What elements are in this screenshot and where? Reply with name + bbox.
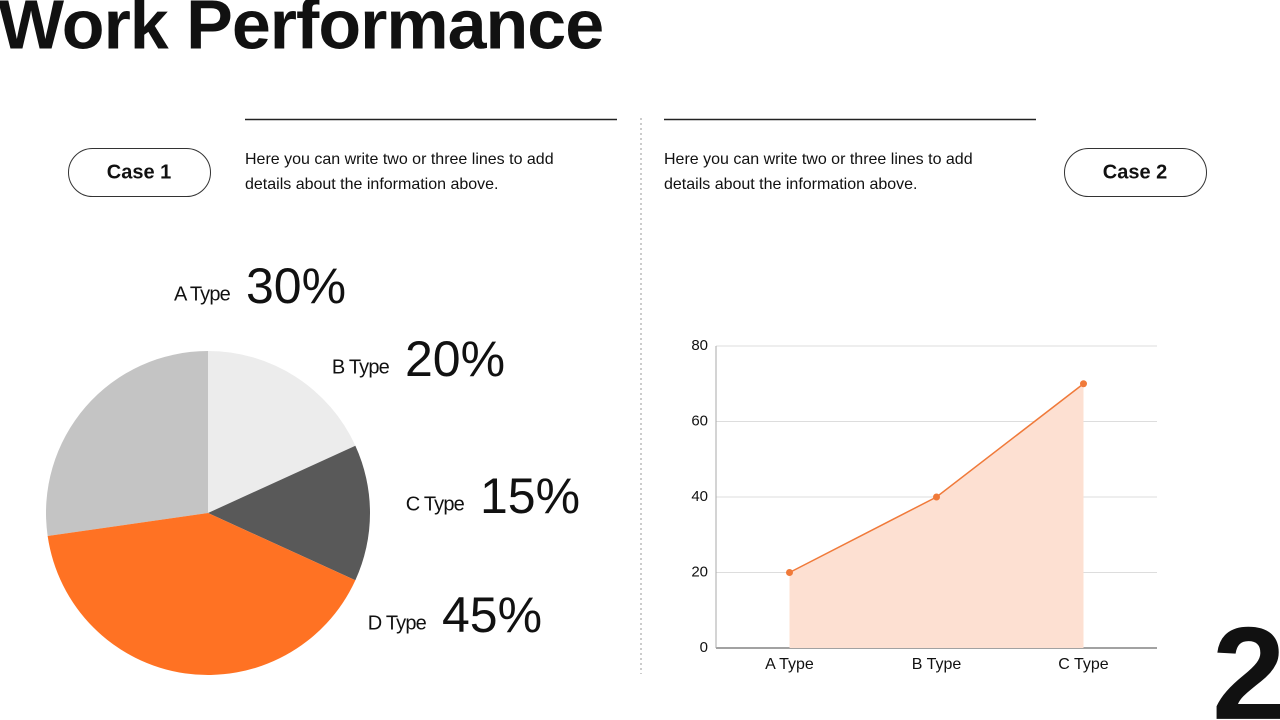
case-pill <box>68 148 211 197</box>
line-area <box>789 383 1084 648</box>
line-point <box>1080 380 1087 388</box>
pie-slice <box>208 351 356 513</box>
case-text: details about the information above. <box>245 176 499 193</box>
y-tick-label: 20 <box>691 563 708 580</box>
pie-value: 15% <box>480 468 580 524</box>
y-tick-label: 0 <box>700 639 708 656</box>
x-tick-label: C Type <box>1058 656 1109 673</box>
case-text: Here you can write two or three lines to… <box>245 151 554 168</box>
pie-label: A Type <box>174 283 231 305</box>
case-text: Here you can write two or three lines to… <box>664 151 973 168</box>
pie-label: B Type <box>332 356 390 378</box>
page-number: 2 <box>1212 600 1280 720</box>
case-label: Case 1 <box>107 161 172 183</box>
line-point <box>933 493 940 501</box>
pie-label: C Type <box>406 493 465 515</box>
line-point <box>786 569 793 576</box>
pie-slice <box>45 350 208 537</box>
pie-value: 45% <box>442 587 542 643</box>
y-tick-label: 80 <box>691 337 708 354</box>
pie-slice <box>208 445 370 581</box>
pie-value: 30% <box>246 258 346 314</box>
title: Work Performance <box>0 0 603 63</box>
case-pill <box>1064 148 1207 197</box>
pie-label: D Type <box>368 612 427 634</box>
pie-value: 20% <box>405 331 505 387</box>
x-tick-label: B Type <box>912 656 962 673</box>
case-label: Case 2 <box>1103 161 1168 183</box>
y-tick-label: 40 <box>691 488 708 505</box>
pie-slice <box>47 513 356 675</box>
x-tick-label: A Type <box>765 656 814 673</box>
y-tick-label: 60 <box>691 412 708 429</box>
case-text: details about the information above. <box>664 176 918 193</box>
